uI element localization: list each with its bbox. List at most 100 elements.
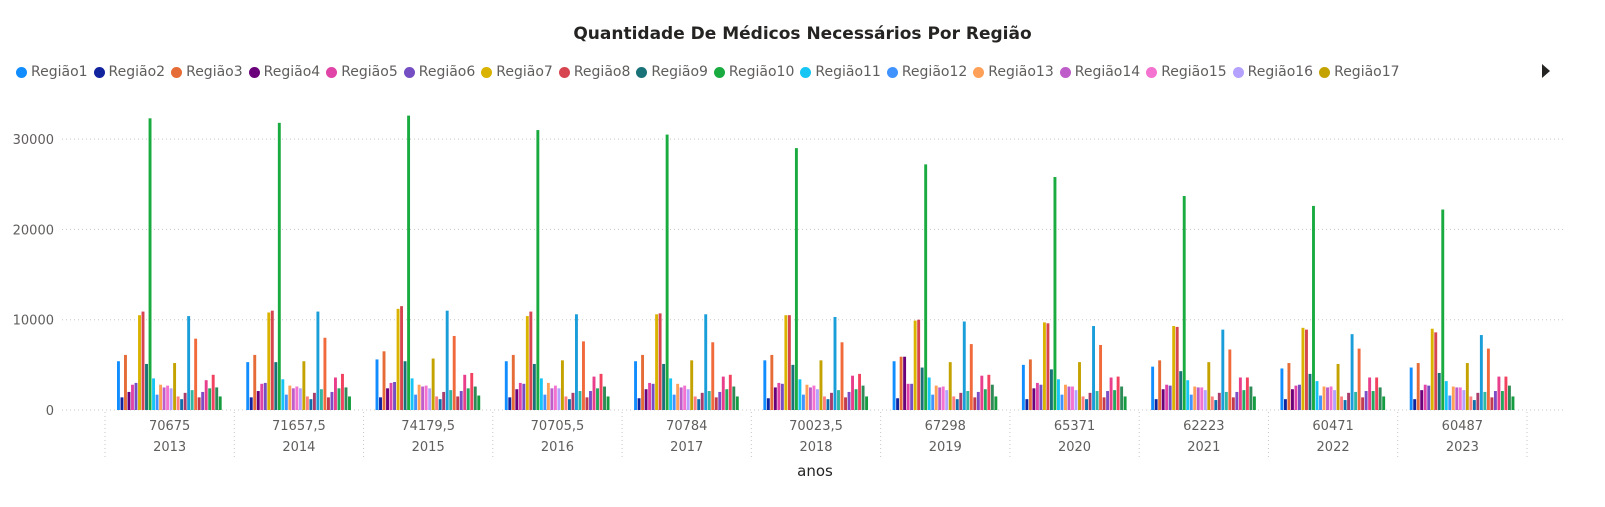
bar[interactable] bbox=[197, 397, 201, 410]
bar[interactable] bbox=[1451, 386, 1455, 410]
bar[interactable] bbox=[721, 376, 725, 410]
bar[interactable] bbox=[844, 397, 847, 410]
bar[interactable] bbox=[1305, 329, 1308, 410]
bar[interactable] bbox=[1028, 359, 1032, 410]
bar[interactable] bbox=[683, 385, 687, 410]
bar[interactable] bbox=[606, 396, 610, 410]
bar[interactable] bbox=[194, 338, 198, 410]
bar[interactable] bbox=[1329, 386, 1333, 410]
bar[interactable] bbox=[700, 392, 704, 410]
bar[interactable] bbox=[959, 392, 963, 410]
bar[interactable] bbox=[1382, 396, 1386, 410]
bar[interactable] bbox=[463, 374, 467, 410]
bar[interactable] bbox=[256, 391, 260, 410]
bar[interactable] bbox=[655, 314, 659, 410]
bar[interactable] bbox=[599, 373, 603, 410]
bar[interactable] bbox=[1231, 397, 1235, 410]
bar[interactable] bbox=[899, 356, 903, 410]
bar[interactable] bbox=[145, 363, 148, 410]
bar[interactable] bbox=[1315, 381, 1319, 410]
bar[interactable] bbox=[672, 394, 676, 410]
bar[interactable] bbox=[1224, 391, 1228, 410]
bar[interactable] bbox=[1413, 399, 1417, 410]
bar[interactable] bbox=[1168, 385, 1172, 410]
bar[interactable] bbox=[246, 362, 250, 410]
bar[interactable] bbox=[260, 383, 264, 410]
bar[interactable] bbox=[1238, 377, 1242, 410]
bar[interactable] bbox=[393, 382, 396, 410]
bar[interactable] bbox=[934, 385, 938, 410]
bar[interactable] bbox=[466, 388, 470, 410]
bar[interactable] bbox=[180, 399, 184, 410]
bar[interactable] bbox=[117, 361, 120, 410]
legend-item[interactable]: Região13 bbox=[973, 64, 1054, 80]
bar[interactable] bbox=[1427, 385, 1431, 410]
bar[interactable] bbox=[830, 392, 833, 410]
bar[interactable] bbox=[1343, 400, 1347, 410]
bar[interactable] bbox=[787, 315, 791, 410]
bar[interactable] bbox=[854, 389, 858, 410]
bar[interactable] bbox=[690, 360, 694, 410]
bar[interactable] bbox=[1179, 371, 1183, 410]
bar[interactable] bbox=[536, 130, 540, 410]
bar[interactable] bbox=[955, 399, 959, 410]
bar[interactable] bbox=[176, 396, 180, 410]
bar[interactable] bbox=[435, 396, 439, 410]
bar[interactable] bbox=[962, 321, 966, 410]
bar[interactable] bbox=[1172, 326, 1176, 410]
bar[interactable] bbox=[1154, 399, 1158, 410]
bar[interactable] bbox=[1469, 396, 1473, 410]
bar[interactable] bbox=[903, 356, 907, 410]
bar[interactable] bbox=[515, 389, 519, 410]
bar[interactable] bbox=[1280, 368, 1284, 410]
bar[interactable] bbox=[728, 374, 732, 410]
bar[interactable] bbox=[1067, 386, 1071, 410]
bar[interactable] bbox=[518, 382, 522, 410]
bar[interactable] bbox=[1035, 382, 1039, 410]
bar[interactable] bbox=[1106, 391, 1110, 410]
bar[interactable] bbox=[131, 384, 134, 410]
bar[interactable] bbox=[270, 310, 274, 410]
bar[interactable] bbox=[1249, 386, 1253, 410]
bar[interactable] bbox=[714, 397, 718, 410]
bar[interactable] bbox=[575, 314, 578, 410]
bar[interactable] bbox=[917, 319, 921, 410]
bar[interactable] bbox=[215, 387, 219, 410]
bar[interactable] bbox=[969, 344, 973, 410]
bar[interactable] bbox=[567, 399, 571, 410]
bar[interactable] bbox=[637, 398, 641, 410]
bar[interactable] bbox=[1102, 397, 1106, 410]
bar[interactable] bbox=[1095, 391, 1099, 410]
bar[interactable] bbox=[941, 386, 945, 410]
bar[interactable] bbox=[1175, 326, 1179, 410]
bar[interactable] bbox=[582, 341, 585, 410]
bar[interactable] bbox=[348, 396, 351, 410]
bar[interactable] bbox=[641, 354, 645, 410]
bar[interactable] bbox=[1021, 364, 1025, 410]
bar[interactable] bbox=[798, 379, 802, 410]
bar[interactable] bbox=[1301, 327, 1305, 410]
bar[interactable] bbox=[428, 388, 432, 410]
legend-item[interactable]: Região14 bbox=[1059, 64, 1140, 80]
legend-item[interactable]: Região5 bbox=[326, 64, 398, 80]
bar[interactable] bbox=[812, 385, 816, 410]
bar[interactable] bbox=[770, 354, 774, 410]
bar[interactable] bbox=[801, 394, 805, 410]
bar[interactable] bbox=[1235, 391, 1239, 410]
bar[interactable] bbox=[456, 396, 460, 410]
bar[interactable] bbox=[1151, 366, 1155, 410]
bar[interactable] bbox=[557, 388, 561, 410]
bar[interactable] bbox=[477, 395, 481, 410]
bar[interactable] bbox=[1483, 391, 1487, 410]
bar[interactable] bbox=[1214, 400, 1218, 410]
bar[interactable] bbox=[1444, 381, 1448, 410]
bar[interactable] bbox=[187, 316, 191, 410]
bar[interactable] bbox=[1322, 386, 1326, 410]
bar[interactable] bbox=[773, 387, 777, 410]
bar[interactable] bbox=[980, 375, 984, 410]
legend-item[interactable]: Região7 bbox=[481, 64, 553, 80]
bar[interactable] bbox=[508, 397, 512, 410]
bar[interactable] bbox=[330, 391, 334, 410]
bar[interactable] bbox=[1203, 390, 1207, 410]
bar[interactable] bbox=[913, 320, 917, 410]
